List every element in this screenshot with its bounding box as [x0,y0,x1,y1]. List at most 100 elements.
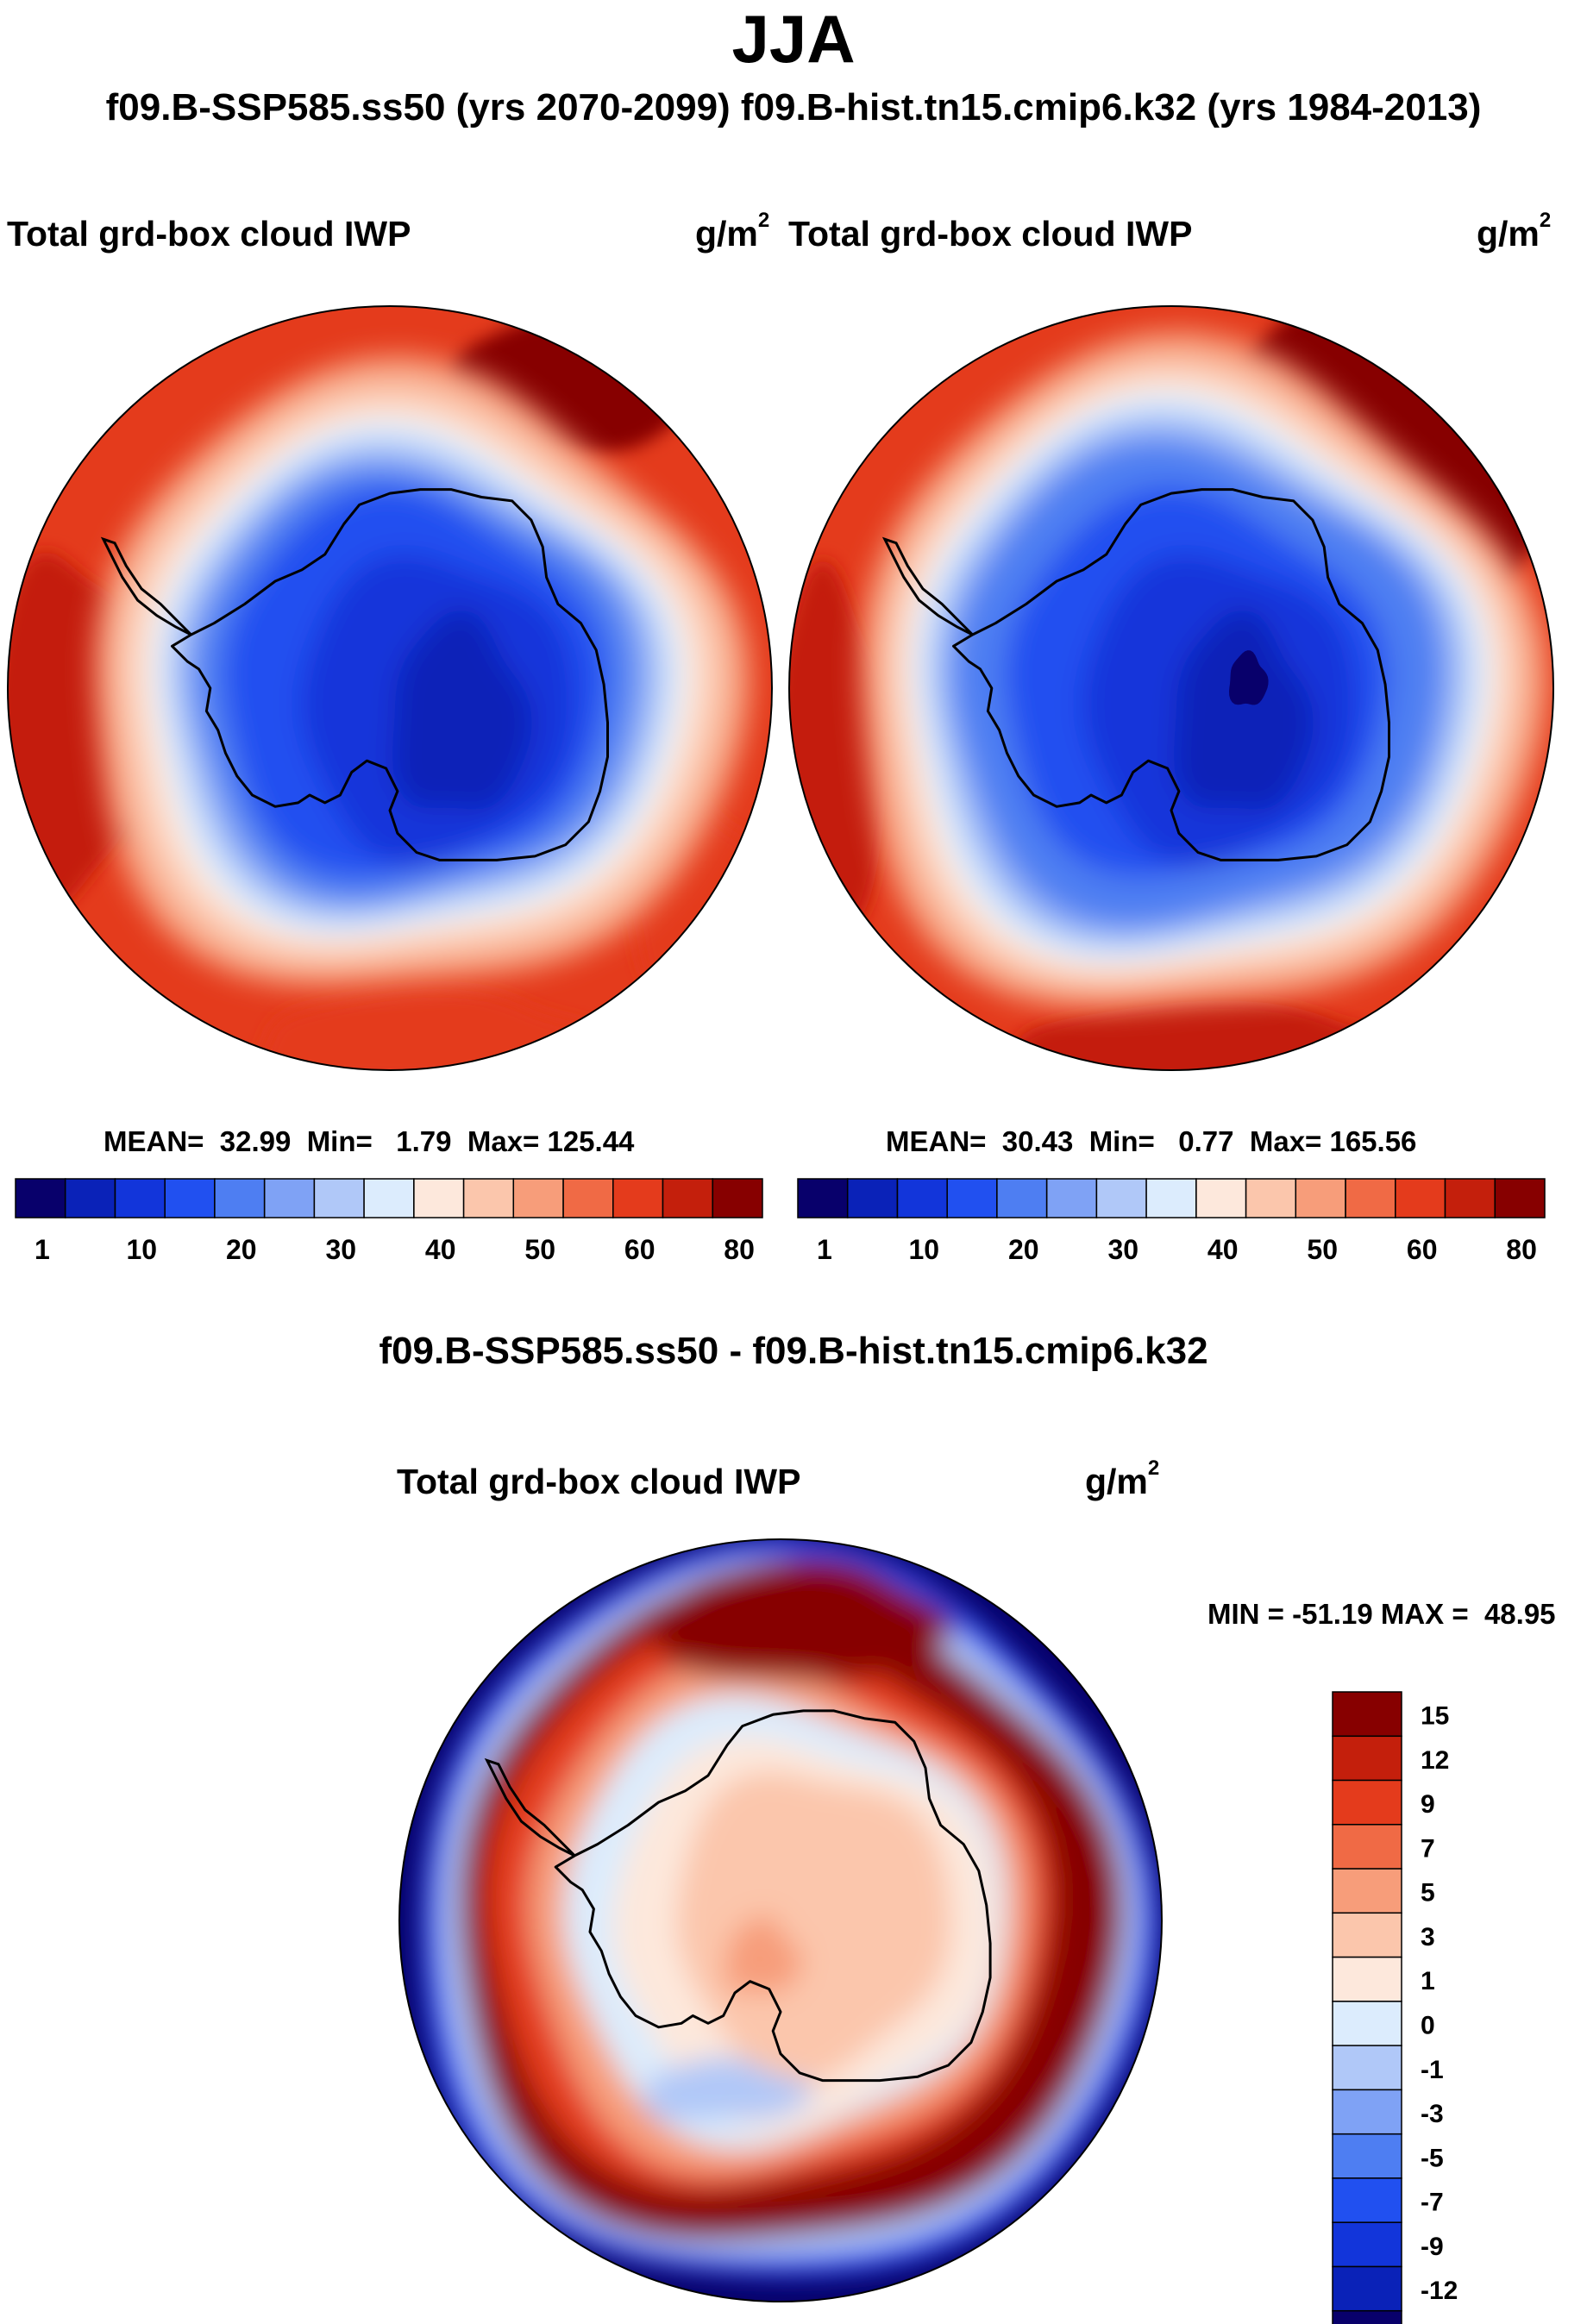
colorbar-ssp585-swatch-8 [413,1178,465,1218]
colorbar-diff-swatch-14 [1332,2309,1402,2324]
map-difference-peninsula [484,1757,576,1857]
colorbar-diff-swatch-3 [1332,1824,1402,1870]
colorbar-ssp585-tick-label: 10 [127,1234,158,1265]
colorbar-hist-swatch-3 [946,1178,998,1218]
colorbar-hist-swatch-8 [1195,1178,1247,1218]
colorbar-diff-tick-label: 0 [1421,2012,1435,2040]
colorbar-ssp585-swatch-13 [662,1178,713,1218]
colorbar-ssp585-tick-label: 80 [724,1234,755,1265]
colorbar-hist-tick-label: 30 [1108,1234,1139,1265]
colorbar-ssp585-swatch-2 [114,1178,166,1218]
colorbar-diff-tick-label: 9 [1421,1790,1435,1819]
colorbar-hist-swatch-2 [896,1178,948,1218]
colorbar-diff-swatch-12 [1332,2221,1402,2268]
map-difference-continent-increase [676,1771,951,2086]
main-title: JJA [731,1,856,77]
colorbar-hist-tick-label: 20 [1008,1234,1039,1265]
colorbar-diff-tick-label: -5 [1421,2144,1444,2172]
left-panel-title: Total grd-box cloud IWP [7,214,411,254]
colorbar-diff-tick-label: 5 [1421,1879,1435,1907]
colorbar-ssp585-tick-label: 50 [524,1234,555,1265]
colorbar-ssp585-tick-label: 60 [624,1234,656,1265]
colorbar-ssp585-swatch-0 [15,1178,66,1218]
subtitle: f09.B-SSP585.ss50 (yrs 2070-2099) f09.B-… [105,86,1482,128]
colorbar-diff-tick-label: -15 [1421,2321,1458,2324]
colorbar-ssp585-swatch-14 [712,1178,763,1218]
diff-panel-title: Total grd-box cloud IWP [397,1462,801,1501]
colorbar-diff-tick-label: -1 [1421,2056,1444,2084]
left-panel-stats: MEAN= 32.99 Min= 1.79 Max= 125.44 [104,1125,635,1157]
colorbar-hist-swatch-9 [1245,1178,1297,1218]
map-hist-peninsula [881,536,974,636]
colorbar-ssp585-swatch-9 [462,1178,515,1218]
colorbar-diff-tick-label: 12 [1421,1746,1449,1775]
colorbar-hist-swatch-12 [1395,1178,1446,1218]
diff-panel-units: g/m2 [1085,1456,1160,1501]
left-panel-units: g/m2 [695,209,770,254]
colorbar-diff-tick-label: 7 [1421,1834,1435,1863]
colorbar-hist-tick-label: 80 [1506,1234,1537,1265]
colorbar-diff-swatch-13 [1332,2265,1402,2312]
colorbar-diff-swatch-11 [1332,2177,1402,2223]
colorbar-diff-tick-label: 3 [1421,1923,1435,1951]
right-panel-units: g/m2 [1477,209,1552,254]
colorbar-diff-swatch-2 [1332,1779,1402,1826]
colorbar-diff-swatch-8 [1332,2045,1402,2091]
right-panel-stats: MEAN= 30.43 Min= 0.77 Max= 165.56 [886,1125,1417,1157]
colorbar-hist-swatch-10 [1295,1178,1346,1218]
colorbar-diff-swatch-4 [1332,1868,1402,1914]
colorbar-diff-swatch-9 [1332,2089,1402,2135]
colorbar-hist-tick-label: 10 [909,1234,940,1265]
colorbar-diff-tick-label: 15 [1421,1702,1449,1731]
colorbar-ssp585-swatch-1 [64,1178,116,1218]
colorbar-hist-swatch-5 [1045,1178,1098,1218]
colorbar-hist-swatch-4 [996,1178,1048,1218]
colorbar-ssp585-swatch-4 [214,1178,266,1218]
map-ssp585-coastline [171,488,609,861]
colorbar-diff-tick-label: -3 [1421,2100,1444,2128]
colorbar-diff-swatch-7 [1332,2001,1402,2046]
colorbar-ssp585-swatch-6 [313,1178,365,1218]
colorbar-hist-tick-label: 50 [1307,1234,1338,1265]
colorbar-diff-tick-label: -7 [1421,2189,1444,2217]
colorbar-hist-tick-label: 40 [1208,1234,1239,1265]
colorbar-ssp585-swatch-5 [263,1178,316,1218]
colorbar-hist-swatch-13 [1444,1178,1496,1218]
colorbar-hist-swatch-1 [846,1178,899,1218]
colorbar-diff-tick-label: -12 [1421,2277,1458,2305]
colorbar-diff-tick-label: 1 [1421,1967,1435,1995]
colorbar-hist-tick-label: 1 [817,1234,832,1265]
map-ssp585-peninsula [100,536,192,636]
colorbar-diff-swatch-1 [1332,1735,1402,1782]
colorbar-ssp585-swatch-11 [562,1178,614,1218]
colorbar-hist-swatch-0 [797,1178,849,1218]
difference-header: f09.B-SSP585.ss50 - f09.B-hist.tn15.cmip… [379,1330,1208,1372]
colorbar-hist-swatch-11 [1345,1178,1396,1218]
colorbar-diff-swatch-10 [1332,2133,1402,2179]
colorbar-ssp585-tick-label: 40 [425,1234,456,1265]
map-ssp585 [8,306,772,1070]
colorbar-diff-swatch-0 [1332,1691,1402,1738]
map-hist-coastline [952,488,1390,861]
colorbar-diff-swatch-6 [1332,1956,1402,2002]
colorbar-hist-swatch-14 [1494,1178,1546,1218]
colorbar-ssp585-tick-label: 1 [34,1234,50,1265]
colorbar-ssp585-tick-label: 30 [326,1234,357,1265]
colorbar-hist-swatch-7 [1145,1178,1197,1218]
map-hist [789,306,1553,1070]
map-difference-border [398,1538,1163,2302]
right-panel-title: Total grd-box cloud IWP [788,214,1193,254]
map-hist-border [788,305,1554,1071]
map-difference-coastline [554,1709,992,2083]
map-difference [399,1539,1162,2302]
colorbar-ssp585-tick-label: 20 [226,1234,257,1265]
colorbar-diff-swatch-5 [1332,1912,1402,1958]
diff-range-text: MIN = -51.19 MAX = 48.95 [1208,1598,1556,1630]
colorbar-ssp585-swatch-3 [164,1178,216,1218]
colorbar-ssp585-swatch-12 [612,1178,664,1218]
colorbar-diff-tick-label: -9 [1421,2233,1444,2261]
colorbar-ssp585-swatch-7 [363,1178,415,1218]
map-ssp585-border [7,305,773,1071]
colorbar-ssp585-swatch-10 [512,1178,564,1218]
